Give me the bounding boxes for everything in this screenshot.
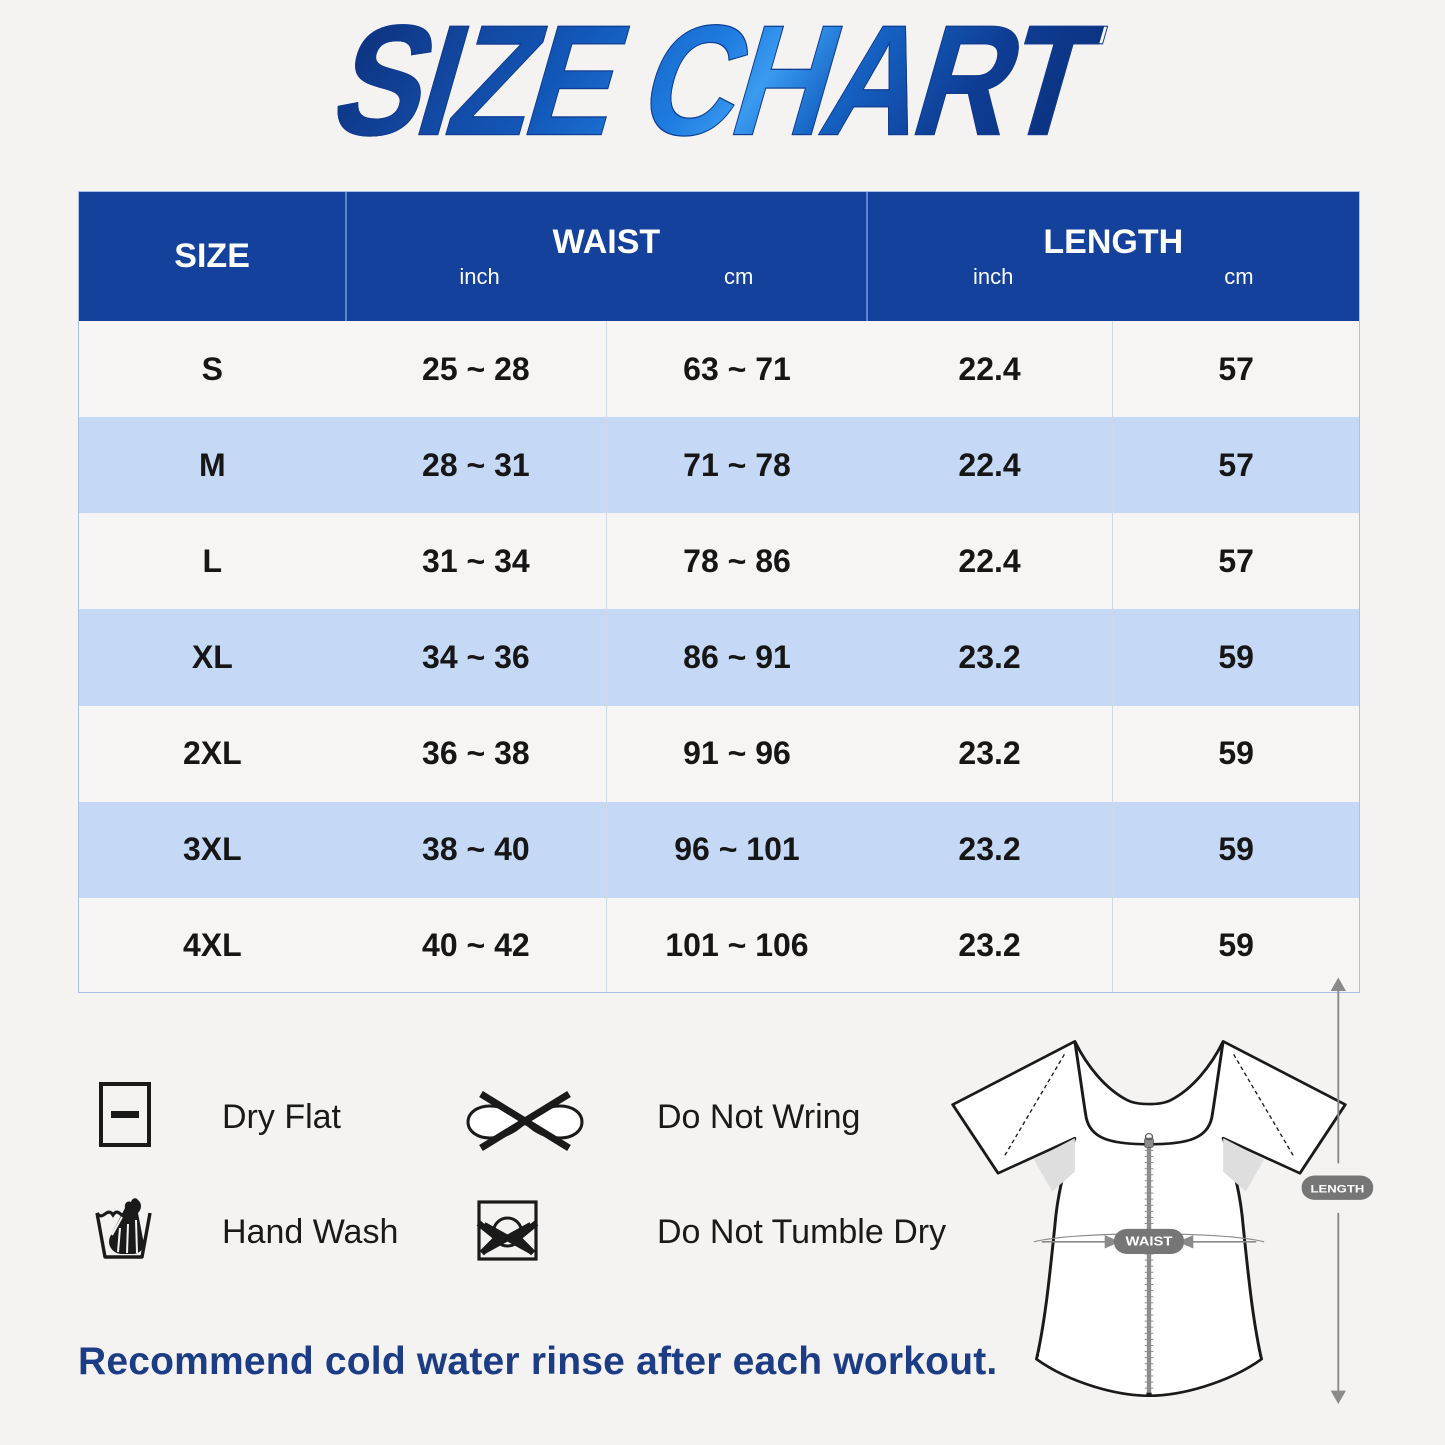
svg-text:WAIST: WAIST — [1126, 1234, 1173, 1249]
svg-text:LENGTH: LENGTH — [1311, 1182, 1365, 1195]
